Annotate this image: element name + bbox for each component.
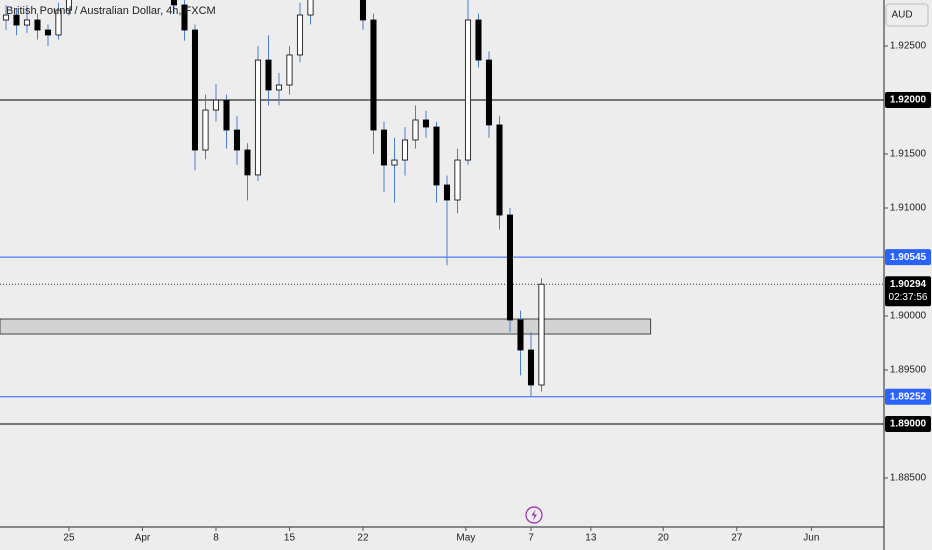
candle-body (496, 124, 503, 216)
candle-body (527, 349, 535, 386)
candle-body (212, 99, 220, 111)
candle-body (181, 4, 188, 31)
candle-body (34, 19, 41, 31)
events-icon[interactable] (525, 506, 543, 524)
candle-body (223, 99, 230, 131)
candle-body (464, 19, 472, 161)
x-tick-label: Apr (135, 533, 151, 544)
event-bolt (531, 509, 537, 521)
chart-title: British Pound / Australian Dollar, 4h, F… (6, 5, 216, 17)
currency-label: AUD (891, 10, 912, 21)
candle-body (275, 84, 283, 91)
countdown-label: 02:37:56 (889, 292, 928, 303)
candle-body (475, 19, 482, 61)
level-badge (885, 249, 931, 266)
candle-body (13, 14, 20, 26)
candle-body (454, 159, 461, 201)
level-label: 1.89000 (890, 419, 927, 430)
candle-body (191, 29, 199, 151)
event-circle[interactable] (525, 506, 543, 524)
x-tick-label: 22 (357, 533, 369, 544)
candle-body (359, 0, 367, 21)
candle-body (433, 126, 440, 186)
candle-body (202, 109, 209, 151)
x-tick-label: May (456, 533, 475, 544)
plot-area (0, 0, 884, 425)
candle-body (443, 184, 451, 201)
y-tick-label: 1.88500 (890, 473, 927, 484)
zone (0, 318, 652, 335)
x-tick-label: 27 (731, 533, 743, 544)
candle-body (296, 14, 304, 56)
y-tick-label: 1.91000 (890, 203, 927, 214)
level-label: 1.89252 (890, 391, 927, 402)
x-tick-label: 13 (585, 533, 597, 544)
y-tick-label: 1.90000 (890, 311, 927, 322)
candle-body (307, 0, 314, 16)
candle-body (391, 159, 398, 166)
candle-body (23, 19, 31, 26)
level-badge (885, 388, 931, 405)
candle-body (538, 283, 545, 386)
candle-body (401, 139, 409, 161)
candle-body (55, 9, 62, 36)
candle-body (517, 319, 524, 351)
candle-body (370, 19, 377, 131)
candle-body (233, 129, 241, 151)
candle-body (244, 149, 251, 176)
currency-button[interactable] (885, 3, 929, 27)
candle-body (170, 0, 178, 6)
x-tick-label: 25 (63, 533, 75, 544)
x-tick-label: 7 (528, 533, 534, 544)
last-price-label: 1.90294 (890, 279, 927, 290)
x-tick-label: 15 (284, 533, 296, 544)
candle-body (265, 59, 272, 91)
last-price-badge (885, 276, 931, 307)
x-tick-label: Jun (803, 533, 819, 544)
candle-body (2, 14, 10, 21)
x-tick-label: 8 (213, 533, 219, 544)
candle-body (254, 59, 262, 176)
axes: 1.92500 1.91500 1.91000 1.90000 1.89500 1.885… (63, 41, 931, 544)
y-tick-label: 1.91500 (890, 149, 927, 160)
level-label: 1.90545 (890, 252, 927, 263)
candle-body (380, 129, 388, 166)
candle-body (412, 119, 419, 141)
candle-body (485, 59, 493, 126)
candle-body (422, 119, 430, 128)
level-label: 1.92000 (890, 95, 927, 106)
candle-body (286, 54, 293, 86)
level-badge (885, 92, 931, 109)
y-tick-label: 1.92500 (890, 41, 927, 52)
level-badge (885, 415, 931, 432)
candle-body (506, 214, 514, 321)
x-tick-label: 20 (658, 533, 670, 544)
candle-body (65, 0, 73, 11)
candle-body (44, 29, 52, 36)
y-tick-label: 1.89500 (890, 365, 927, 376)
